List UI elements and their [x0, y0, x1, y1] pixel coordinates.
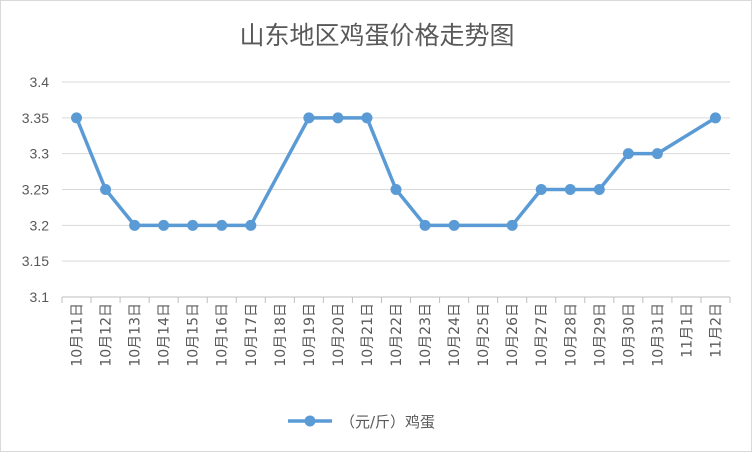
chart-title: 山东地区鸡蛋价格走势图	[239, 21, 514, 50]
y-tick-label: 3.3	[30, 146, 50, 162]
legend-label: （元/斤）鸡蛋	[340, 413, 435, 431]
x-tick-label: 11月2日	[708, 303, 724, 358]
x-tick-label: 10月15日	[186, 303, 202, 367]
x-tick-label: 10月19日	[302, 303, 318, 367]
legend-marker-swatch	[304, 415, 316, 427]
x-tick-label: 10月28日	[563, 303, 579, 367]
y-tick-label: 3.1	[30, 289, 50, 305]
data-point	[245, 219, 257, 231]
x-tick-label: 10月27日	[534, 303, 550, 367]
x-tick-label: 11月1日	[679, 303, 695, 358]
x-tick-label: 10月18日	[273, 303, 289, 367]
data-point	[71, 112, 83, 124]
x-tick-label: 10月29日	[592, 303, 608, 367]
data-point	[593, 184, 605, 195]
data-point	[448, 219, 460, 231]
x-tick-label: 10月20日	[331, 303, 347, 367]
y-tick-label: 3.35	[22, 110, 49, 126]
data-point	[361, 112, 373, 124]
data-point	[709, 112, 721, 124]
data-point	[419, 219, 431, 231]
x-tick-label: 10月12日	[99, 303, 115, 367]
legend: （元/斤）鸡蛋	[288, 413, 435, 431]
x-tick-label: 10月31日	[650, 303, 666, 367]
data-point	[390, 184, 402, 195]
data-point	[535, 184, 547, 195]
data-point	[158, 219, 170, 231]
data-point	[564, 184, 576, 195]
series-lines	[74, 116, 717, 228]
x-tick-label: 10月22日	[389, 303, 405, 367]
y-tick-label: 3.25	[22, 182, 49, 198]
x-tick-label: 10月17日	[244, 303, 260, 367]
data-point	[129, 219, 141, 231]
x-tick-label: 10月30日	[621, 303, 637, 367]
x-axis-tick-labels: 10月11日 10月12日 10月13日 10月14日 10月15日 10月16日 10月1…	[70, 303, 725, 367]
data-point	[332, 112, 344, 124]
y-tick-label: 3.2	[30, 217, 50, 233]
x-tick-label: 10月25日	[476, 303, 492, 367]
x-tick-label: 10月26日	[505, 303, 521, 367]
x-tick-label: 10月24日	[447, 303, 463, 367]
x-tick-label: 10月23日	[418, 303, 434, 367]
data-point	[303, 112, 315, 124]
axes	[61, 296, 731, 303]
x-tick-label: 10月14日	[157, 303, 173, 367]
data-point	[216, 219, 228, 231]
x-tick-label: 10月16日	[215, 303, 231, 367]
data-point	[100, 184, 112, 195]
y-axis-tick-labels: 3.1 3.15 3.2 3.25 3.3 3.35 3.4	[22, 74, 49, 305]
data-point	[622, 148, 634, 160]
x-tick-label: 10月21日	[360, 303, 376, 367]
x-tick-label: 10月13日	[128, 303, 144, 367]
series-line	[74, 116, 717, 228]
data-point	[506, 219, 518, 231]
gridlines	[62, 81, 730, 262]
y-tick-label: 3.15	[22, 253, 49, 269]
x-tick-label: 10月11日	[70, 303, 86, 367]
y-tick-label: 3.4	[30, 74, 50, 90]
data-points	[71, 112, 721, 231]
data-point	[651, 148, 663, 160]
data-point	[187, 219, 199, 231]
